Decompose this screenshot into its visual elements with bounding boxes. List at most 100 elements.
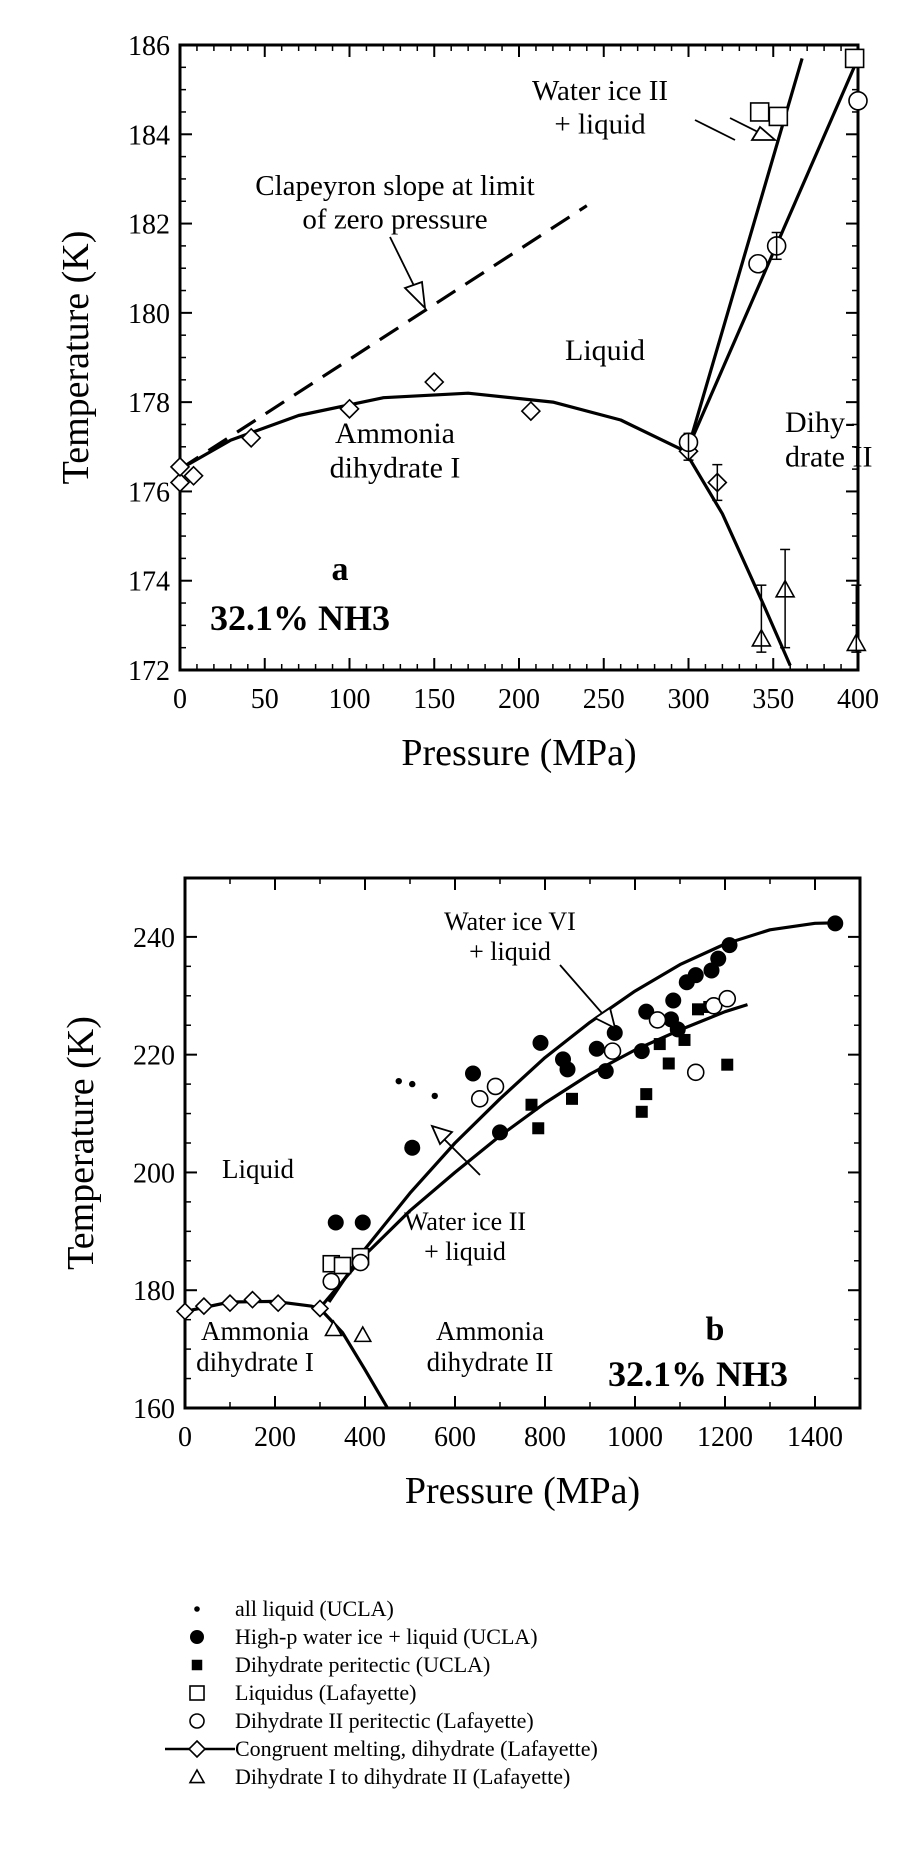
data-point bbox=[169, 472, 191, 493]
legend-label: Dihydrate I to dihydrate II (Lafayette) bbox=[235, 1764, 571, 1789]
region-label-dihydrate-ii: Dihy- bbox=[785, 406, 855, 439]
annotation-clapeyron: of zero pressure bbox=[302, 203, 487, 235]
annotation-water-ice-vi: Water ice VI bbox=[444, 907, 576, 936]
region-label-dihydrate-i: dihydrate I bbox=[330, 452, 461, 485]
x-tick-label: 50 bbox=[251, 684, 279, 715]
arrow-ice-ii-b-head bbox=[430, 1124, 454, 1146]
data-point bbox=[848, 91, 868, 111]
data-point bbox=[486, 1077, 505, 1096]
x-axis-label: Pressure (MPa) bbox=[405, 1470, 640, 1512]
data-point bbox=[686, 1063, 705, 1082]
panel-label-a: a bbox=[332, 551, 349, 588]
phase-curve bbox=[318, 1003, 748, 1309]
y-tick-label: 176 bbox=[128, 477, 170, 508]
data-point bbox=[220, 1294, 240, 1313]
legend-marker-icon bbox=[189, 1713, 205, 1729]
legend-label: all liquid (UCLA) bbox=[235, 1596, 394, 1621]
x-tick-label: 200 bbox=[498, 684, 540, 715]
y-tick-label: 172 bbox=[128, 656, 170, 687]
data-point bbox=[844, 48, 865, 69]
y-tick-label: 180 bbox=[133, 1276, 175, 1307]
region-label-dihydrate-ii-b: dihydrate II bbox=[427, 1347, 554, 1377]
data-point bbox=[324, 1319, 343, 1337]
y-tick-label: 180 bbox=[128, 299, 170, 330]
x-tick-label: 0 bbox=[178, 1422, 192, 1453]
legend-marker-icon bbox=[190, 1630, 204, 1644]
data-point bbox=[353, 1325, 373, 1343]
y-tick-label: 178 bbox=[128, 388, 170, 419]
data-point bbox=[748, 253, 768, 274]
legend-item: all liquid (UCLA) bbox=[165, 1595, 885, 1623]
x-tick-label: 250 bbox=[583, 684, 625, 715]
x-tick-label: 400 bbox=[344, 1422, 386, 1453]
data-point bbox=[768, 106, 789, 127]
data-point bbox=[351, 1253, 370, 1272]
data-point bbox=[669, 1021, 686, 1038]
arrow-ice-ii bbox=[694, 119, 736, 141]
arrow-ice-vi bbox=[559, 964, 609, 1021]
arrow-ice-ii-head bbox=[750, 125, 778, 141]
arrow-ice-ii-b bbox=[439, 1134, 481, 1176]
annotation-clapeyron: Clapeyron slope at limit bbox=[255, 170, 534, 202]
data-point bbox=[327, 1214, 344, 1231]
annotation-water-ice-vi: + liquid bbox=[469, 937, 551, 966]
x-tick-label: 1200 bbox=[697, 1422, 753, 1453]
x-tick-label: 200 bbox=[254, 1422, 296, 1453]
data-point bbox=[635, 1105, 648, 1118]
data-point bbox=[662, 1057, 675, 1070]
data-point bbox=[721, 937, 738, 954]
legend-label: Liquidus (Lafayette) bbox=[235, 1680, 417, 1705]
data-point bbox=[692, 1003, 704, 1016]
x-tick-label: 100 bbox=[329, 684, 371, 715]
legend-label: Congruent melting, dihydrate (Lafayette) bbox=[235, 1736, 598, 1761]
region-label-liquid: Liquid bbox=[565, 334, 645, 367]
legend-item: High-p water ice + liquid (UCLA) bbox=[165, 1623, 885, 1651]
data-point bbox=[710, 950, 727, 967]
data-point bbox=[322, 1272, 341, 1291]
data-point bbox=[339, 398, 360, 419]
region-label-dihydrate-i: Ammonia bbox=[335, 417, 455, 450]
legend-symbol bbox=[188, 1768, 206, 1784]
x-tick-label: 400 bbox=[837, 684, 879, 715]
phase-curve bbox=[179, 391, 792, 667]
region-label-dihydrate-ii: drate II bbox=[785, 441, 872, 474]
data-point bbox=[606, 1024, 623, 1041]
region-label-dihydrate-i-b: dihydrate I bbox=[196, 1347, 314, 1377]
data-point bbox=[827, 915, 844, 932]
data-point bbox=[169, 456, 191, 478]
chart-b: 0 200 400 600 800 1000 1200 1400 160 180 200 220 240… bbox=[60, 876, 862, 1512]
phase-curve bbox=[179, 204, 588, 471]
annotation-water-ice-ii-b: Water ice II bbox=[404, 1207, 526, 1236]
x-tick-label: 0 bbox=[173, 684, 187, 715]
region-label-dihydrate-i-b: Ammonia bbox=[201, 1316, 309, 1346]
annotation-water-ice-ii-b: + liquid bbox=[424, 1237, 506, 1266]
data-point bbox=[703, 962, 720, 979]
annotation-water-ice-ii: Water ice II bbox=[532, 75, 668, 107]
data-point bbox=[175, 1302, 195, 1321]
x-tick-label: 350 bbox=[752, 684, 794, 715]
legend-item: Dihydrate II peritectic (Lafayette) bbox=[165, 1707, 885, 1735]
data-point bbox=[532, 1122, 545, 1135]
data-point bbox=[525, 1098, 538, 1111]
x-tick-label: 1000 bbox=[607, 1422, 663, 1453]
y-tick-label: 240 bbox=[133, 923, 175, 954]
legend-label: High-p water ice + liquid (UCLA) bbox=[235, 1624, 538, 1649]
data-point bbox=[721, 1058, 734, 1071]
x-tick-label: 800 bbox=[524, 1422, 566, 1453]
data-point bbox=[633, 1043, 650, 1060]
composition-label-b: 32.1% NH3 bbox=[608, 1354, 788, 1394]
data-point bbox=[640, 1088, 653, 1101]
data-point bbox=[704, 996, 723, 1015]
data-point bbox=[333, 1256, 352, 1275]
composition-label-a: 32.1% NH3 bbox=[210, 598, 390, 638]
y-tick-label: 220 bbox=[133, 1041, 175, 1072]
annotation-water-ice-ii: + liquid bbox=[554, 108, 646, 140]
arrow-ice-ii bbox=[729, 117, 761, 134]
y-tick-label: 182 bbox=[128, 210, 170, 241]
legend-marker-icon bbox=[191, 1659, 203, 1671]
legend-diamond bbox=[187, 1739, 207, 1759]
data-point bbox=[588, 1040, 605, 1057]
legend-label: Dihydrate peritectic (UCLA) bbox=[235, 1652, 491, 1677]
data-point bbox=[687, 967, 704, 984]
data-point bbox=[395, 1077, 402, 1085]
